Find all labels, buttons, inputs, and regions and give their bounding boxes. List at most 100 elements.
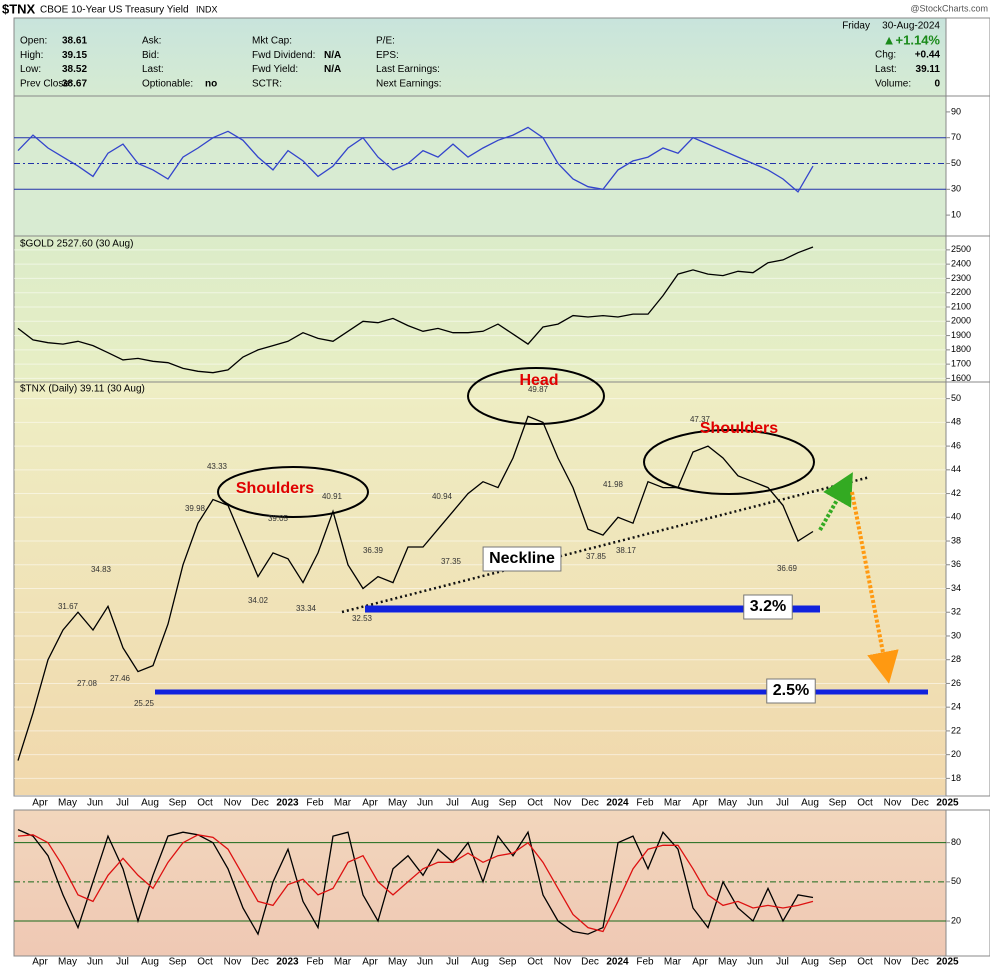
header-panel: [14, 18, 946, 96]
y-tick-label: 24: [951, 702, 961, 712]
x-tick-label: Aug: [801, 957, 819, 968]
gold-panel: [14, 236, 946, 382]
x-tick-label: Apr: [692, 957, 708, 968]
x-tick-label: May: [718, 957, 737, 968]
y-tick-label: 20: [951, 749, 961, 759]
annotation: 3.2%: [750, 598, 786, 615]
field-label: EPS:: [376, 50, 399, 61]
field-label: SCTR:: [252, 79, 282, 90]
x-tick-label: Jul: [116, 798, 129, 809]
x-tick-label: Oct: [527, 798, 543, 809]
summary-value: +0.44: [915, 50, 941, 61]
x-tick-label: Oct: [197, 957, 213, 968]
field-label: Low:: [20, 64, 41, 75]
x-tick-label: Jun: [747, 798, 763, 809]
x-tick-label: Sep: [499, 798, 517, 809]
x-tick-label: Jul: [446, 957, 459, 968]
overlay: 34.83 31.67 27.08 27.46 25.25 39.98 43.33 34.02…: [58, 367, 928, 708]
field-value: 38.52: [62, 64, 87, 75]
x-tick-label: Jul: [116, 957, 129, 968]
x-tick-label: Sep: [829, 798, 847, 809]
y-tick-label: 46: [951, 440, 961, 450]
price-label: 36.69: [777, 564, 798, 573]
annotation: Head: [519, 372, 558, 389]
annotation-box: [743, 594, 793, 620]
price-label: 41.98: [603, 480, 624, 489]
field-label: Prev Close:: [20, 79, 72, 90]
field-label: Fwd Yield:: [252, 64, 298, 75]
y-tick-label: 50: [951, 393, 961, 403]
x-tick-label: Dec: [581, 957, 599, 968]
y-tick-label: 1600: [951, 373, 971, 383]
day: Friday: [842, 21, 870, 32]
field-value: 39.15: [62, 50, 87, 61]
x-tick-label: 2025: [936, 798, 959, 809]
x-tick-label: Jun: [87, 957, 103, 968]
x-tick-label: Nov: [884, 957, 902, 968]
x-tick-label: Dec: [251, 957, 269, 968]
y-tick-label: 2400: [951, 259, 971, 269]
y-tick-label: 36: [951, 559, 961, 569]
x-tick-label: Jun: [417, 798, 433, 809]
exchange: INDX: [196, 4, 218, 14]
x-tick-label: Nov: [224, 798, 242, 809]
y-tick-label: 42: [951, 488, 961, 498]
x-tick-label: 2024: [606, 798, 629, 809]
symbol: $TNX: [2, 1, 36, 16]
field-label: P/E:: [376, 36, 395, 47]
price-label: 31.67: [58, 602, 79, 611]
y-tick-label: 30: [951, 630, 961, 640]
x-tick-label: Apr: [362, 957, 378, 968]
brand: @StockCharts.com: [910, 3, 988, 13]
field-value: 38.67: [62, 79, 87, 90]
shape: [467, 367, 605, 425]
summary-label: Volume:: [875, 79, 911, 90]
price-label: 40.91: [322, 492, 343, 501]
change-pct: ▲+1.14%: [883, 32, 941, 47]
field-value: N/A: [324, 50, 341, 61]
y-tick-label: 1800: [951, 344, 971, 354]
x-tick-label: Sep: [169, 798, 187, 809]
y-tick-label: 26: [951, 678, 961, 688]
x-tick-label: 2023: [276, 798, 299, 809]
x-tick-label: Nov: [554, 798, 572, 809]
y-tick-label: 48: [951, 417, 961, 427]
field-label: Ask:: [142, 36, 161, 47]
price-label: 39.05: [268, 514, 289, 523]
y-tick-label: 22: [951, 725, 961, 735]
field-label: Open:: [20, 36, 47, 47]
x-tick-label: Oct: [197, 798, 213, 809]
field-label: Mkt Cap:: [252, 36, 292, 47]
stoch-panel: [14, 810, 946, 956]
x-tick-label: Sep: [829, 957, 847, 968]
x-tick-label: Apr: [32, 957, 48, 968]
y-tick-label: 2200: [951, 287, 971, 297]
price-label: 25.25: [134, 699, 155, 708]
y-tick-label: 40: [951, 512, 961, 522]
x-tick-label: Aug: [801, 798, 819, 809]
x-tick-label: Mar: [664, 957, 682, 968]
price-label: 37.85: [586, 552, 607, 561]
price-label: 34.83: [91, 565, 112, 574]
x-tick-label: Feb: [306, 957, 324, 968]
series-line: [17, 246, 814, 374]
price-label: 38.17: [616, 546, 637, 555]
annotation-box: [482, 546, 562, 572]
annotation: 2.5%: [773, 682, 809, 699]
x-tick-label: Jul: [446, 798, 459, 809]
x-tick-label: Jun: [87, 798, 103, 809]
y-tick-label: 2100: [951, 301, 971, 311]
x-tick-label: 2024: [606, 957, 629, 968]
x-tick-label: Nov: [884, 798, 902, 809]
x-tick-label: Apr: [32, 798, 48, 809]
x-tick-label: Apr: [362, 798, 378, 809]
series-line: [17, 126, 814, 193]
x-tick-label: Mar: [664, 798, 682, 809]
field-label: Last Earnings:: [376, 64, 440, 75]
price-label: 33.34: [296, 604, 317, 613]
y-tick-label: 70: [951, 132, 961, 142]
price-label: 39.98: [185, 504, 206, 513]
x-tick-label: Oct: [857, 798, 873, 809]
name: CBOE 10-Year US Treasury Yield: [40, 5, 189, 16]
